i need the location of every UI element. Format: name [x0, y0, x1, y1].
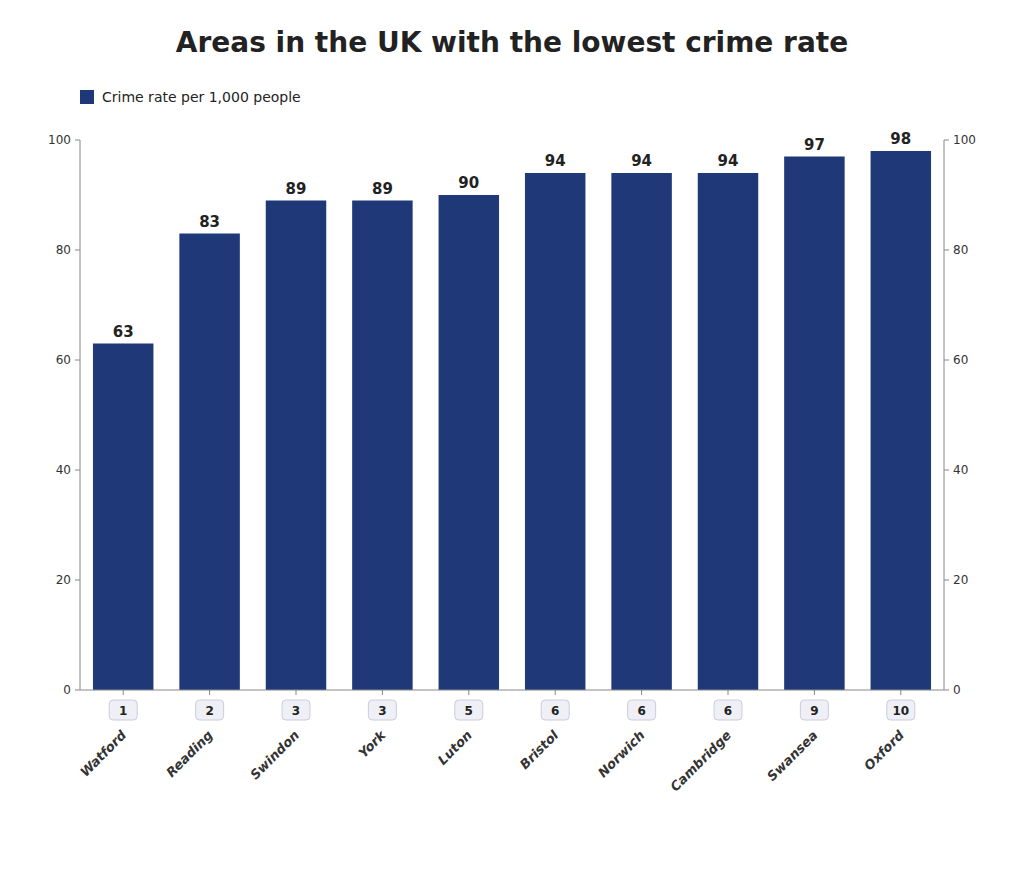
x-tick: [209, 690, 210, 695]
y-tick: [75, 580, 80, 581]
title: Areas in the UK with the lowest crime ra…: [176, 26, 848, 59]
bar: [352, 201, 412, 691]
y-tick-label: 40: [56, 463, 71, 477]
y2-tick-label: 0: [953, 683, 961, 697]
y2-tick-label: 20: [953, 573, 968, 587]
rank-box: [541, 700, 569, 720]
y-tick-label: 80: [56, 243, 71, 257]
rank-box: [109, 700, 137, 720]
x-tick-label: Bristol: [517, 727, 562, 772]
y2-tick: [944, 360, 949, 361]
rank-box: [628, 700, 656, 720]
y-tick: [75, 470, 80, 471]
x-tick: [468, 690, 469, 695]
legend-label: Crime rate per 1,000 people: [102, 89, 301, 105]
data-label: 89: [286, 180, 307, 198]
y-tick-label: 100: [48, 133, 71, 147]
x-tick-label: York: [355, 727, 389, 761]
y-tick-label: 60: [56, 353, 71, 367]
y2-tick: [944, 250, 949, 251]
y2-tick: [944, 470, 949, 471]
y-tick-label: 0: [63, 683, 71, 697]
y2-tick: [944, 140, 949, 141]
y-tick: [75, 360, 80, 361]
x-tick: [900, 690, 901, 695]
bar: [93, 344, 153, 691]
x-tick-label: Luton: [435, 728, 475, 768]
y2-tick-label: 100: [953, 133, 976, 147]
rank-label: 6: [551, 704, 559, 718]
rank-box: [196, 700, 224, 720]
bar: [611, 173, 671, 690]
rank-label: 10: [892, 704, 909, 718]
rank-label: 1: [119, 704, 127, 718]
x-tick: [296, 690, 297, 695]
rank-label: 6: [724, 704, 732, 718]
rank-label: 2: [205, 704, 213, 718]
rank-box: [282, 700, 310, 720]
bar: [698, 173, 758, 690]
rank-label: 9: [810, 704, 818, 718]
x-tick: [382, 690, 383, 695]
y2-tick-label: 60: [953, 353, 968, 367]
rank-label: 6: [637, 704, 645, 718]
y2-tick: [944, 690, 949, 691]
y-tick: [75, 690, 80, 691]
bar: [525, 173, 585, 690]
y-tick-label: 20: [56, 573, 71, 587]
bar: [871, 151, 931, 690]
y-axis: [80, 140, 81, 690]
rank-box: [455, 700, 483, 720]
y-tick: [75, 140, 80, 141]
x-tick-label: Swindon: [247, 728, 302, 783]
rank-box: [800, 700, 828, 720]
x-tick-label: Watford: [77, 727, 130, 780]
bar: [439, 195, 499, 690]
bar: [179, 234, 239, 691]
x-tick-label: Reading: [163, 728, 216, 781]
x-tick-label: Norwich: [595, 728, 648, 781]
data-label: 63: [113, 323, 134, 341]
y-tick: [75, 250, 80, 251]
x-tick-label: Swansea: [764, 728, 820, 784]
y2-axis: [944, 140, 945, 690]
rank-label: 3: [378, 704, 386, 718]
x-tick-label: Oxford: [861, 727, 907, 773]
data-label: 89: [372, 180, 393, 198]
y2-tick-label: 40: [953, 463, 968, 477]
data-label: 90: [458, 174, 479, 192]
rank-box: [714, 700, 742, 720]
rank-label: 3: [292, 704, 300, 718]
data-label: 97: [804, 136, 825, 154]
x-tick: [814, 690, 815, 695]
rank-box: [368, 700, 396, 720]
chart: Areas in the UK with the lowest crime ra…: [0, 0, 1024, 894]
y2-tick-label: 80: [953, 243, 968, 257]
data-label: 83: [199, 213, 220, 231]
bar: [266, 201, 326, 691]
legend-swatch: [80, 90, 94, 104]
bar: [784, 157, 844, 691]
x-tick-label: Cambridge: [667, 727, 734, 794]
y2-tick: [944, 580, 949, 581]
bars: [93, 151, 931, 690]
x-tick: [641, 690, 642, 695]
rank-label: 5: [465, 704, 473, 718]
data-label: 94: [718, 152, 739, 170]
rank-box: [887, 700, 915, 720]
data-label: 98: [890, 130, 911, 148]
data-label: 94: [631, 152, 652, 170]
x-tick: [555, 690, 556, 695]
data-label: 94: [545, 152, 566, 170]
x-tick: [123, 690, 124, 695]
x-tick: [728, 690, 729, 695]
